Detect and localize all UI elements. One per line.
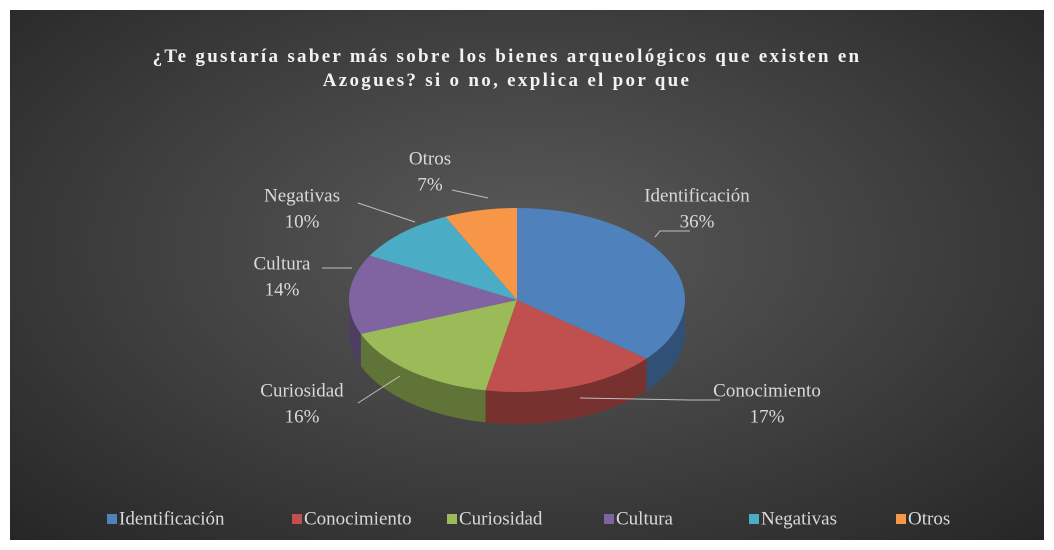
- slice-side: [349, 300, 361, 366]
- legend-label: Curiosidad: [459, 508, 543, 529]
- data-label-name: Conocimiento: [713, 380, 821, 401]
- data-label-name: Otros: [409, 148, 451, 169]
- data-label-name: Curiosidad: [260, 380, 344, 401]
- slice: [517, 208, 685, 359]
- legend-swatch: [447, 514, 457, 524]
- legend-swatch: [896, 514, 906, 524]
- data-label: 14%: [265, 279, 300, 300]
- legend-label: Cultura: [616, 508, 674, 529]
- chart-title: ¿Te gustaría saber más sobre los bienes …: [152, 46, 862, 91]
- data-label: 7%: [417, 174, 443, 195]
- legend-label: Negativas: [761, 508, 837, 529]
- leader-line: [579, 397, 720, 401]
- legend-swatch: [749, 514, 759, 524]
- slice-side: [646, 300, 685, 391]
- data-label: 10%: [285, 211, 320, 232]
- data-label-name: Identificación: [644, 185, 750, 206]
- data-label-name: Negativas: [264, 185, 340, 206]
- legend-label: Conocimiento: [304, 508, 412, 529]
- slice: [349, 255, 517, 334]
- leader-line: [357, 202, 416, 223]
- leader-line: [357, 375, 401, 404]
- slice-side: [485, 358, 647, 424]
- data-label-name: Cultura: [254, 253, 312, 274]
- legend-swatch: [604, 514, 614, 524]
- slice: [485, 300, 647, 392]
- legend-label: Otros: [908, 508, 950, 529]
- legend-swatch: [107, 514, 117, 524]
- slice: [369, 216, 517, 300]
- data-label: 36%: [680, 211, 715, 232]
- leader-line: [451, 189, 489, 199]
- slice-side: [360, 333, 486, 423]
- leader-line: [654, 230, 690, 238]
- slice: [445, 208, 517, 300]
- slice: [360, 300, 517, 391]
- legend-label: Identificación: [119, 508, 225, 529]
- data-label: 16%: [285, 406, 320, 427]
- data-label: 17%: [750, 406, 785, 427]
- legend-swatch: [292, 514, 302, 524]
